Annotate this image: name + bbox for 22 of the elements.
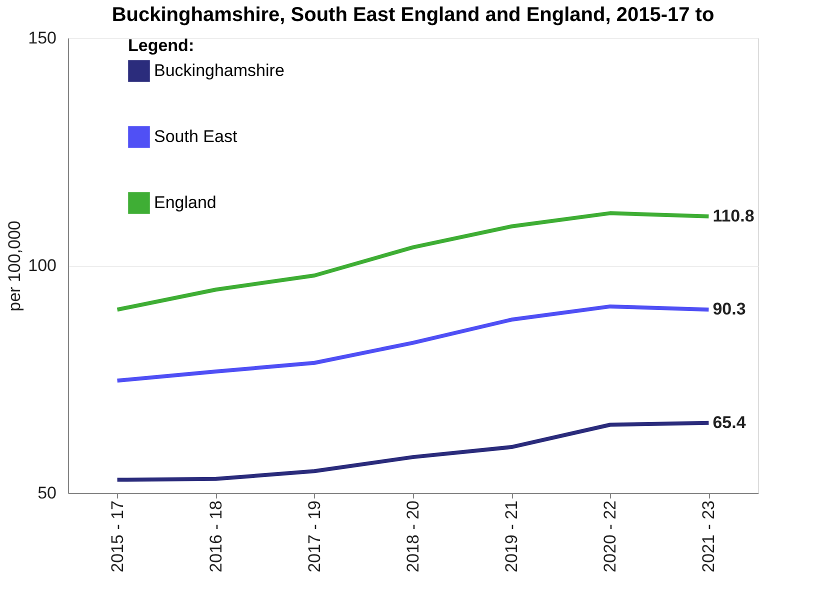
y-tick-label: 50 (38, 484, 56, 502)
legend-label: South East (154, 127, 238, 146)
legend-title: Legend: (128, 36, 194, 55)
y-tick-label: 150 (28, 28, 56, 48)
x-tick-label: 2017 - 19 (304, 500, 324, 572)
x-tick-label: 2016 - 18 (206, 500, 226, 572)
x-tick-label: 2019 - 21 (502, 500, 522, 572)
x-tick-label: 2018 - 20 (404, 500, 422, 572)
x-tick-label: 2015 - 17 (108, 500, 127, 572)
legend-label: Buckinghamshire (154, 61, 284, 80)
x-tick-label: 2020 - 22 (600, 500, 620, 572)
chart-title: Buckinghamshire, South East England and England, 2015-17 to (112, 4, 714, 26)
y-axis-title: per 100,000 (5, 220, 24, 312)
data-label: 65.4 (712, 412, 746, 432)
line-series (115, 211, 711, 312)
legend-label: England (154, 193, 216, 212)
x-tick-label: 2021 - 23 (699, 500, 718, 572)
line-series (115, 420, 711, 482)
y-tick-label: 100 (28, 256, 56, 275)
data-label: 110.8 (712, 206, 754, 226)
line-series (115, 304, 711, 383)
data-label: 90.3 (712, 300, 746, 319)
